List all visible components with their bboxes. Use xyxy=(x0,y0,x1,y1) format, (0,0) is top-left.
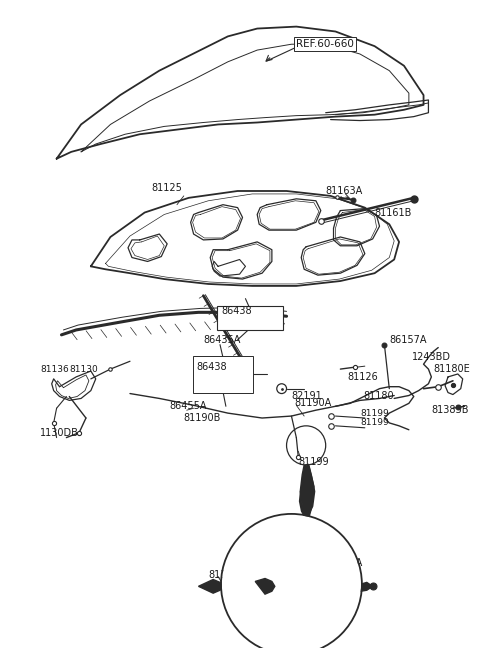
Text: 82191: 82191 xyxy=(291,392,322,402)
Text: 86455A: 86455A xyxy=(169,402,206,411)
Text: 81126: 81126 xyxy=(347,372,378,382)
Polygon shape xyxy=(199,580,223,593)
Text: 81161B: 81161B xyxy=(374,208,412,217)
Circle shape xyxy=(222,515,361,654)
Text: 86438: 86438 xyxy=(196,362,227,372)
Polygon shape xyxy=(300,465,314,521)
Text: 81190A: 81190A xyxy=(294,398,332,408)
Text: 1130DB: 1130DB xyxy=(40,428,79,438)
Text: 81125: 81125 xyxy=(152,183,182,193)
Polygon shape xyxy=(324,580,372,594)
Text: 86157A: 86157A xyxy=(389,335,427,345)
Text: 1243BD: 1243BD xyxy=(412,352,451,362)
Text: 81199: 81199 xyxy=(360,419,389,428)
Text: REF.60-660: REF.60-660 xyxy=(296,39,354,49)
Text: 81180E: 81180E xyxy=(433,364,470,374)
Text: 81136: 81136 xyxy=(40,365,69,373)
Polygon shape xyxy=(255,578,275,594)
Text: 86435A: 86435A xyxy=(204,335,241,345)
Text: 81190B: 81190B xyxy=(208,570,246,580)
Text: 81385B: 81385B xyxy=(432,405,469,415)
FancyBboxPatch shape xyxy=(217,307,283,330)
Text: 81130: 81130 xyxy=(69,365,98,373)
Text: 81190B: 81190B xyxy=(184,413,221,423)
Text: 81163A: 81163A xyxy=(326,186,363,196)
Text: 81199: 81199 xyxy=(360,409,389,418)
Text: 81199: 81199 xyxy=(298,457,329,467)
Text: 81190A: 81190A xyxy=(326,558,363,568)
Text: 81180: 81180 xyxy=(363,392,394,402)
FancyBboxPatch shape xyxy=(192,356,253,392)
Text: 86438: 86438 xyxy=(221,307,252,316)
